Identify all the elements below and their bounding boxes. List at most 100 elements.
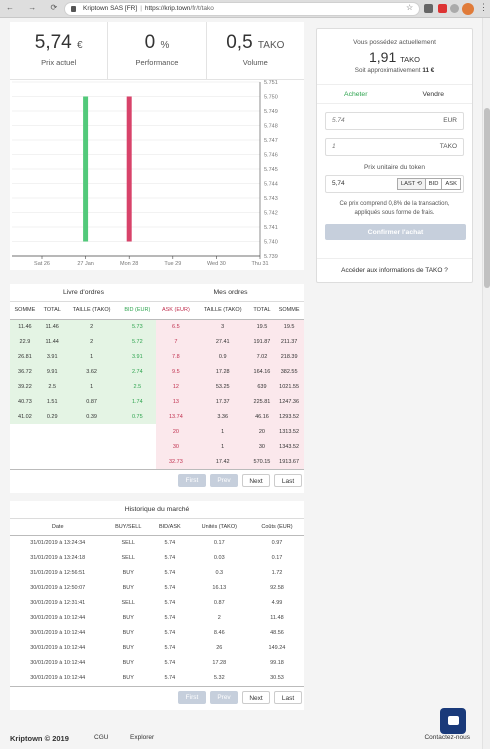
ask-row[interactable]: 13.74 3.36 46.16 1293.52 <box>156 409 304 424</box>
tako-amount-field[interactable]: 1 TAKO <box>325 138 464 156</box>
ask-cell: 1313.52 <box>279 428 300 435</box>
history-cell: 30/01/2019 à 10:12:44 <box>30 615 86 621</box>
unit-price-value: 5,74 <box>332 180 345 187</box>
profile-avatar-icon[interactable] <box>462 3 474 15</box>
ask-row[interactable]: 30 1 30 1343.52 <box>156 439 304 454</box>
bids-table: SOMME TOTAL TAILLE (TAKO) BID (EUR) 11.46 11… <box>10 302 156 424</box>
tab-sell[interactable]: Vendre <box>422 91 445 98</box>
bid-cell: 2.5 <box>48 383 57 390</box>
extension-red-icon[interactable] <box>438 4 447 13</box>
history-prev-button[interactable]: Prev <box>210 690 238 704</box>
eur-amount-value: 5.74 <box>332 117 345 124</box>
history-row: 31/01/2019 à 13:24:18 SELL 5.74 0.03 0.17 <box>10 551 304 566</box>
y-tick-label: 5.749 <box>264 109 278 115</box>
history-cell: 2 <box>217 615 221 621</box>
history-column-header: Coûts (EUR) <box>249 518 304 536</box>
extension-icon[interactable] <box>424 4 433 13</box>
bid-cell: 5.72 <box>131 338 143 345</box>
stat-price: 5,74 € Prix actuel <box>10 22 109 79</box>
ask-row[interactable]: 12 53.25 639 1021.55 <box>156 379 304 394</box>
browser-menu-icon[interactable]: ⋮ <box>479 2 488 12</box>
history-cell: 0.87 <box>213 600 225 606</box>
history-cell: 30/01/2019 à 10:12:44 <box>30 675 86 681</box>
bid-cell: 5.73 <box>131 323 143 330</box>
confirm-buy-button[interactable]: Confirmer l'achat <box>325 224 466 240</box>
first-page-button[interactable]: First <box>178 474 206 487</box>
history-cell: 48.56 <box>270 630 284 636</box>
history-cell: 5.74 <box>164 675 176 681</box>
ask-row[interactable]: 32.73 17.42 570.15 1913.67 <box>156 454 304 469</box>
ask-row[interactable]: 9.5 17.28 164.16 382.55 <box>156 364 304 379</box>
unit-price-field[interactable]: 5,74 LAST ⟲ BID ASK <box>325 175 464 193</box>
history-row: 31/01/2019 à 13:24:34 SELL 5.74 0.17 0.97 <box>10 536 304 551</box>
ask-row[interactable]: 7 27.41 191.87 211.37 <box>156 334 304 349</box>
order-book-title: Livre d'ordres <box>63 289 104 296</box>
bookmark-star-icon[interactable]: ☆ <box>406 3 414 12</box>
price-chart[interactable]: 5.739 5.740 5.741 5.742 5.743 5.744 5.745 5.746… <box>10 80 304 270</box>
history-cell: 5.74 <box>164 630 176 636</box>
eur-amount-field[interactable]: 5.74 EUR <box>325 112 464 130</box>
prev-page-button[interactable]: Prev <box>210 474 238 487</box>
bid-row[interactable]: 11.46 11.46 2 5.73 <box>10 319 156 334</box>
ask-cell: 164.16 <box>253 368 271 375</box>
history-cell: BUY <box>122 615 134 621</box>
price-bid-button[interactable]: BID <box>425 178 443 190</box>
stat-volume: 0,5 TAKO Volume <box>207 22 304 79</box>
bid-cell: 0.39 <box>86 413 97 420</box>
bid-cell: 1.74 <box>131 398 143 405</box>
history-cell: BUY <box>122 645 134 651</box>
price-last-button[interactable]: LAST ⟲ <box>396 178 426 190</box>
bid-row[interactable]: 41.02 0.29 0.39 0.75 <box>10 409 156 424</box>
history-cell: 1.72 <box>271 570 283 576</box>
y-tick-label: 5.748 <box>264 124 278 130</box>
history-column-header: BID/ASK <box>151 518 189 536</box>
history-next-button[interactable]: Next <box>242 690 270 704</box>
history-cell: SELL <box>121 555 135 561</box>
ask-row[interactable]: 6.5 3 19.5 19.5 <box>156 319 304 334</box>
footer-contact-link[interactable]: Contactez-nous <box>424 734 470 741</box>
url-path: /fr/t/tako <box>190 5 214 12</box>
ask-row[interactable]: 13 17.37 225.81 1247.36 <box>156 394 304 409</box>
next-page-button[interactable]: Next <box>242 474 270 487</box>
ask-row[interactable]: 20 1 20 1313.52 <box>156 424 304 439</box>
history-column-header: Unités (TAKO) <box>188 518 250 536</box>
scrollbar-thumb[interactable] <box>484 108 490 288</box>
footer-explorer-link[interactable]: Explorer <box>130 734 155 741</box>
bid-cell: 1 <box>90 383 94 390</box>
page-scrollbar[interactable] <box>482 18 490 749</box>
ask-cell: 17.42 <box>215 458 230 465</box>
tab-buy[interactable]: Acheter <box>344 91 368 98</box>
history-row: 30/01/2019 à 10:12:44 BUY 5.74 8.46 48.56 <box>10 626 304 641</box>
history-column-header: Date <box>10 518 106 536</box>
bid-row[interactable]: 36.72 9.91 3.62 2.74 <box>10 364 156 379</box>
bid-row[interactable]: 40.73 1.51 0.87 1.74 <box>10 394 156 409</box>
stat-performance-label: Performance <box>135 58 179 67</box>
token-info-link[interactable]: Accéder aux informations de TAKO ? <box>317 258 472 274</box>
x-tick-label: Thu 31 <box>251 261 268 267</box>
bid-column-header: BID (EUR) <box>118 302 156 320</box>
history-cell: 5.74 <box>164 660 176 666</box>
bid-row[interactable]: 39.22 2.5 1 2.5 <box>10 379 156 394</box>
price-ask-button[interactable]: ASK <box>442 178 461 190</box>
bid-cell: 1.51 <box>46 398 58 405</box>
nav-arrows-icon[interactable]: ← → ⟳ <box>6 3 64 12</box>
history-row: 30/01/2019 à 10:12:44 BUY 5.74 17.28 99.18 <box>10 656 304 671</box>
bid-row[interactable]: 22.9 11.44 2 5.72 <box>10 334 156 349</box>
last-page-button[interactable]: Last <box>274 474 302 487</box>
y-tick-label: 5.745 <box>264 167 278 173</box>
ask-row[interactable]: 7.8 0.9 7.02 218.39 <box>156 349 304 364</box>
y-tick-label: 5.743 <box>264 196 278 202</box>
bid-column-header: TOTAL <box>39 302 65 320</box>
history-cell: 30/01/2019 à 12:31:41 <box>30 600 86 606</box>
footer-cgu-link[interactable]: CGU <box>94 734 109 741</box>
bid-row[interactable]: 26.81 3.91 1 3.91 <box>10 349 156 364</box>
chat-button[interactable] <box>440 708 466 734</box>
x-tick-label: Wed 30 <box>207 261 226 267</box>
history-last-button[interactable]: Last <box>274 690 302 704</box>
ask-cell: 3.36 <box>217 413 229 420</box>
address-bar[interactable]: Kriptown SAS [FR] | https://krip.town/fr/t… <box>64 2 420 16</box>
approx-value: 11 € <box>422 67 435 74</box>
extension-gray-icon[interactable] <box>450 4 459 13</box>
history-first-button[interactable]: First <box>178 690 206 704</box>
price-source-toggle: LAST ⟲ BID ASK <box>396 178 461 190</box>
